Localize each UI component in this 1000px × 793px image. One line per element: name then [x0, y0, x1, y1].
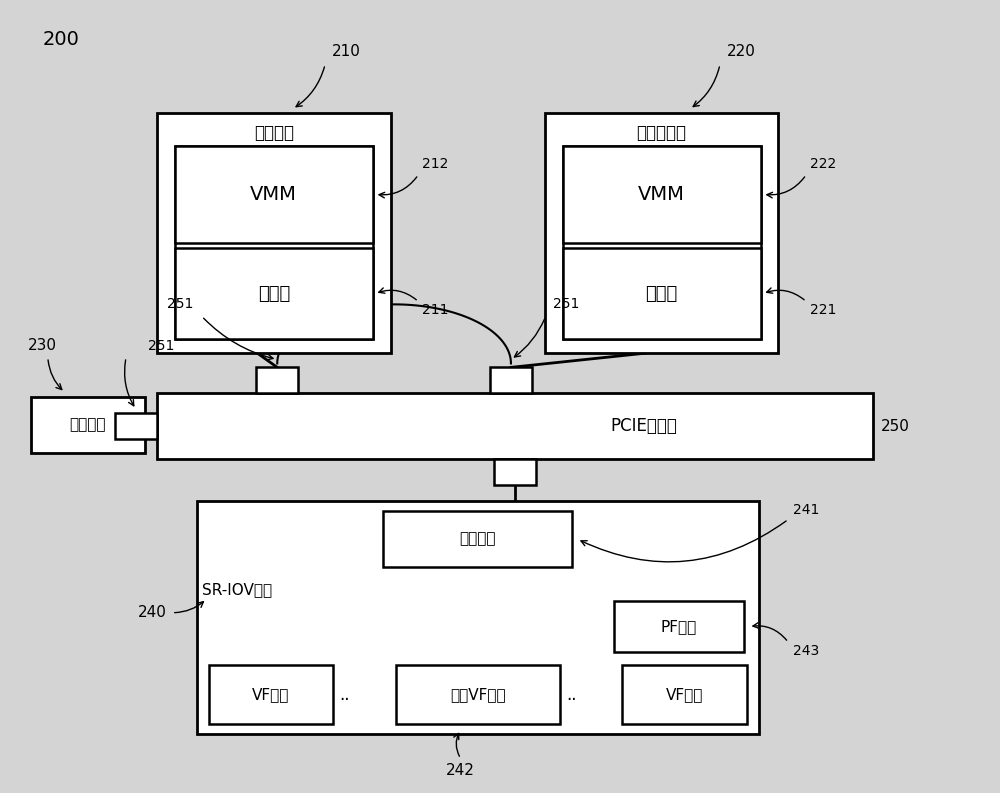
Text: 222: 222	[810, 157, 837, 170]
Text: PCIE交换机: PCIE交换机	[610, 417, 677, 435]
Text: 230: 230	[28, 338, 57, 353]
Text: 虚拟机: 虚拟机	[258, 285, 290, 303]
Text: 目的服务器: 目的服务器	[637, 124, 687, 142]
Text: 241: 241	[793, 503, 820, 517]
Text: 221: 221	[810, 303, 837, 317]
Text: 251: 251	[167, 297, 194, 311]
Bar	[175, 146, 373, 243]
Bar	[157, 393, 873, 459]
Text: 第一VF模块: 第一VF模块	[450, 687, 505, 702]
Text: VF模块: VF模块	[666, 687, 703, 702]
Bar	[256, 367, 298, 393]
Bar	[383, 511, 572, 567]
Text: 200: 200	[43, 30, 79, 49]
Text: 212: 212	[422, 157, 449, 170]
Text: VMM: VMM	[250, 185, 297, 204]
Text: 211: 211	[422, 303, 449, 317]
Text: ..: ..	[340, 685, 350, 703]
Text: 243: 243	[793, 644, 820, 658]
Bar	[157, 113, 391, 353]
Text: 250: 250	[881, 419, 910, 434]
Bar	[31, 396, 145, 453]
Text: 220: 220	[727, 44, 756, 59]
Text: 源服务器: 源服务器	[254, 124, 294, 142]
Bar	[490, 367, 532, 393]
Bar	[545, 113, 778, 353]
Text: 251: 251	[553, 297, 579, 311]
Bar	[494, 459, 536, 485]
Text: VMM: VMM	[638, 185, 685, 204]
Text: SR-IOV网卡: SR-IOV网卡	[202, 582, 272, 597]
Text: 240: 240	[138, 605, 167, 620]
Bar	[175, 146, 373, 339]
Bar	[396, 665, 560, 724]
Bar	[197, 501, 759, 734]
Bar	[209, 665, 333, 724]
Text: 管理节点: 管理节点	[70, 417, 106, 432]
Text: ..: ..	[566, 685, 577, 703]
Text: 物理端口: 物理端口	[459, 531, 496, 546]
Text: 242: 242	[446, 764, 475, 779]
Bar	[563, 248, 761, 339]
Bar	[115, 413, 157, 439]
Bar	[622, 665, 747, 724]
Text: 虚拟机: 虚拟机	[645, 285, 678, 303]
Bar	[563, 146, 761, 243]
Text: VF模块: VF模块	[252, 687, 289, 702]
Bar	[175, 248, 373, 339]
Text: PF模块: PF模块	[661, 619, 697, 634]
Bar	[614, 601, 744, 652]
Text: 210: 210	[332, 44, 361, 59]
Bar	[563, 146, 761, 339]
Text: 251: 251	[148, 339, 174, 353]
